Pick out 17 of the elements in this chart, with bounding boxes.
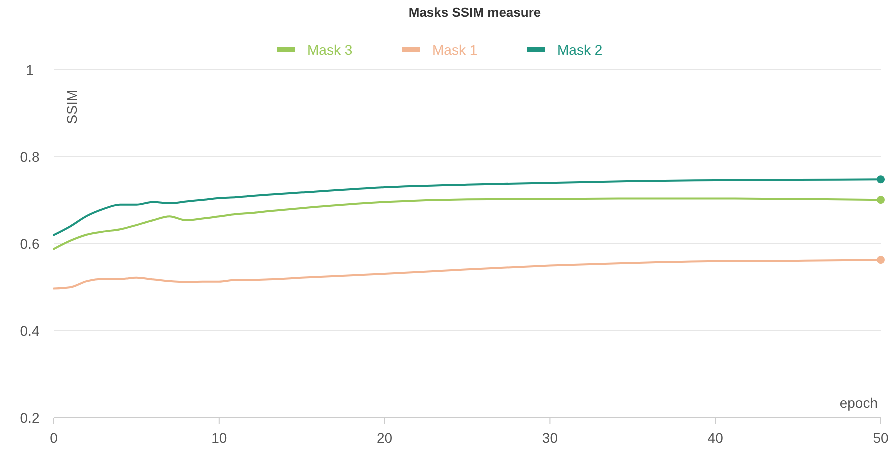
- chart-title: Masks SSIM measure: [408, 5, 542, 20]
- y-axis-title: SSIM: [64, 90, 80, 124]
- y-tick-label: 0.2: [20, 410, 40, 426]
- x-tick-label: 10: [212, 430, 228, 446]
- x-tick-label: 30: [542, 430, 558, 446]
- x-tick-label: 20: [377, 430, 393, 446]
- x-axis-title: epoch: [840, 395, 878, 411]
- y-tick-label: 0.6: [20, 236, 40, 252]
- x-tick-label: 0: [50, 430, 58, 446]
- legend-label: Mask 3: [308, 42, 353, 58]
- y-tick-label: 0.8: [20, 148, 40, 165]
- y-tick-label: 1: [26, 62, 34, 78]
- legend-label: Mask 1: [432, 42, 478, 58]
- x-tick-label: 50: [873, 430, 889, 446]
- x-tick-label: 40: [708, 430, 724, 446]
- y-tick-label: 0.4: [20, 322, 40, 339]
- legend-label: Mask 2: [558, 42, 603, 58]
